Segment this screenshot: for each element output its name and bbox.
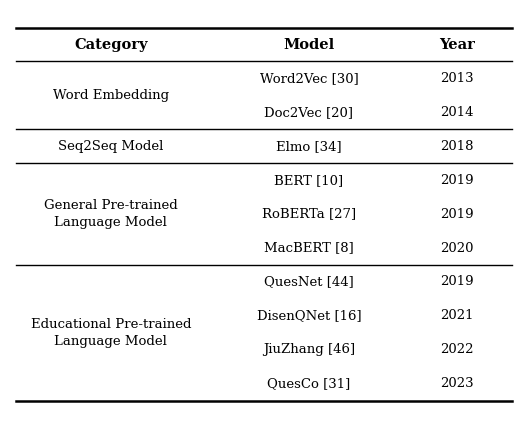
Text: Word2Vec [30]: Word2Vec [30] — [259, 72, 359, 85]
Text: MacBERT [8]: MacBERT [8] — [264, 242, 354, 254]
Text: 2019: 2019 — [440, 208, 474, 220]
Text: BERT [10]: BERT [10] — [275, 174, 343, 187]
Text: General Pre-trained
Language Model: General Pre-trained Language Model — [44, 199, 178, 229]
Text: Doc2Vec [20]: Doc2Vec [20] — [265, 106, 353, 119]
Text: QuesNet [44]: QuesNet [44] — [264, 276, 354, 288]
Text: 2013: 2013 — [440, 72, 474, 85]
Text: 2019: 2019 — [440, 276, 474, 288]
Text: 2022: 2022 — [440, 343, 474, 356]
Text: RoBERTa [27]: RoBERTa [27] — [262, 208, 356, 220]
Text: 2021: 2021 — [440, 310, 474, 322]
Text: QuesCo [31]: QuesCo [31] — [267, 377, 351, 390]
Text: Seq2Seq Model: Seq2Seq Model — [58, 140, 164, 153]
Text: Educational Pre-trained
Language Model: Educational Pre-trained Language Model — [31, 318, 191, 348]
Text: Elmo [34]: Elmo [34] — [276, 140, 342, 153]
Text: Category: Category — [74, 37, 148, 52]
Text: 2023: 2023 — [440, 377, 474, 390]
Text: 2019: 2019 — [440, 174, 474, 187]
Text: Word Embedding: Word Embedding — [53, 89, 169, 102]
Text: JiuZhang [46]: JiuZhang [46] — [263, 343, 355, 356]
Text: 2020: 2020 — [440, 242, 474, 254]
Text: Year: Year — [439, 37, 475, 52]
Text: DisenQNet [16]: DisenQNet [16] — [257, 310, 361, 322]
Text: Model: Model — [283, 37, 335, 52]
Text: 2014: 2014 — [440, 106, 474, 119]
Text: 2018: 2018 — [440, 140, 474, 153]
